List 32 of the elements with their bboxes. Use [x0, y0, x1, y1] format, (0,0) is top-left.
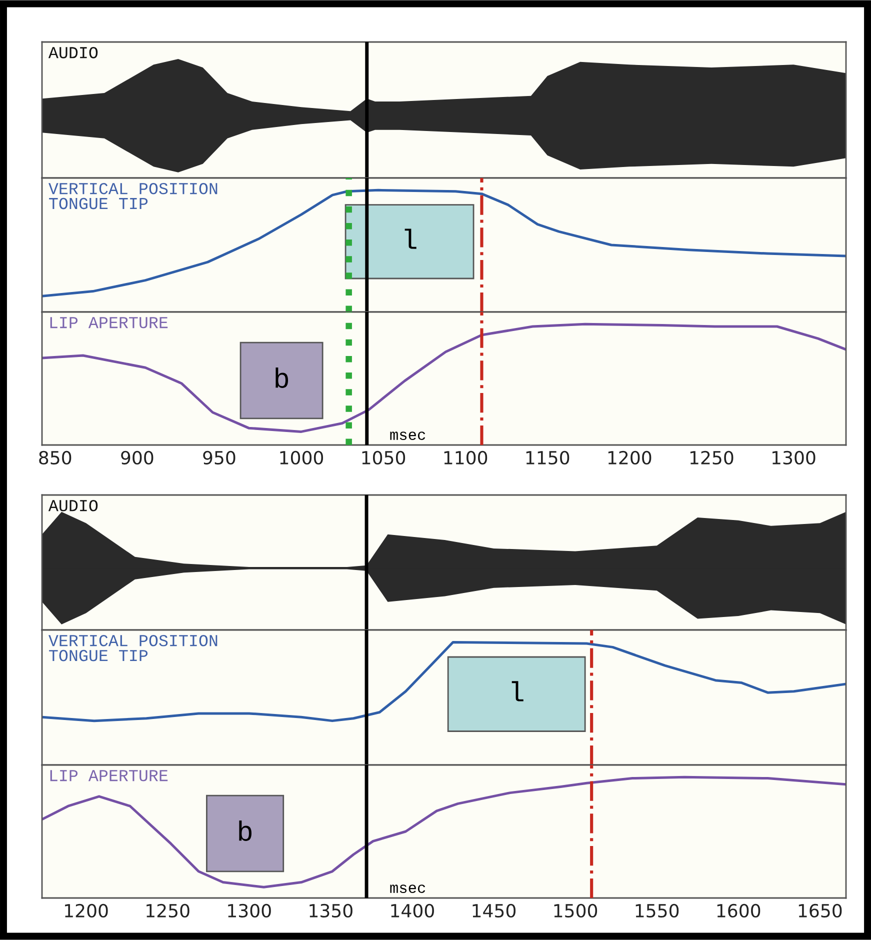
x-tick-label: 1300	[228, 904, 271, 918]
x-tick-label: 950	[203, 450, 236, 465]
x-tick-label: 1100	[444, 450, 488, 465]
band-label: b	[239, 820, 252, 841]
band-label: l	[404, 228, 416, 249]
x-tick-label: 1050	[362, 450, 406, 465]
x-tick-label: 1600	[717, 904, 760, 918]
x-tick-label: 1200	[65, 904, 108, 918]
x-tick-label: 850	[39, 450, 72, 465]
annotation: msec	[390, 432, 426, 440]
x-tick-label: 1550	[636, 904, 679, 918]
chart-title: AUDIO	[48, 47, 98, 58]
x-tick-label: 1150	[526, 450, 570, 465]
x-tick-label: 1300	[772, 450, 816, 465]
chart-title: AUDIO	[48, 500, 98, 512]
x-tick-label: 1250	[146, 904, 190, 918]
chart-title: LIP APERTURE	[50, 317, 168, 328]
x-tick-label: 1650	[798, 904, 842, 918]
x-tick-label: 900	[121, 450, 154, 465]
x-tick-label: 1500	[554, 904, 598, 918]
band-label: l	[512, 681, 524, 702]
chart-title: LIP APERTURE	[50, 770, 168, 782]
x-tick-label: 1350	[310, 904, 352, 918]
x-tick-label: 1000	[280, 450, 324, 465]
chart-title: VERTICAL POSITION TONGUE TIP	[48, 634, 218, 662]
x-tick-label: 1200	[608, 450, 652, 465]
chart-title: VERTICAL POSITION TONGUE TIP	[48, 182, 218, 210]
annotation: msec	[390, 884, 426, 893]
x-tick-label: 1450	[472, 904, 516, 918]
x-tick-label: 1400	[391, 904, 434, 918]
x-tick-label: 1250	[690, 450, 734, 465]
band-label: b	[276, 368, 288, 388]
